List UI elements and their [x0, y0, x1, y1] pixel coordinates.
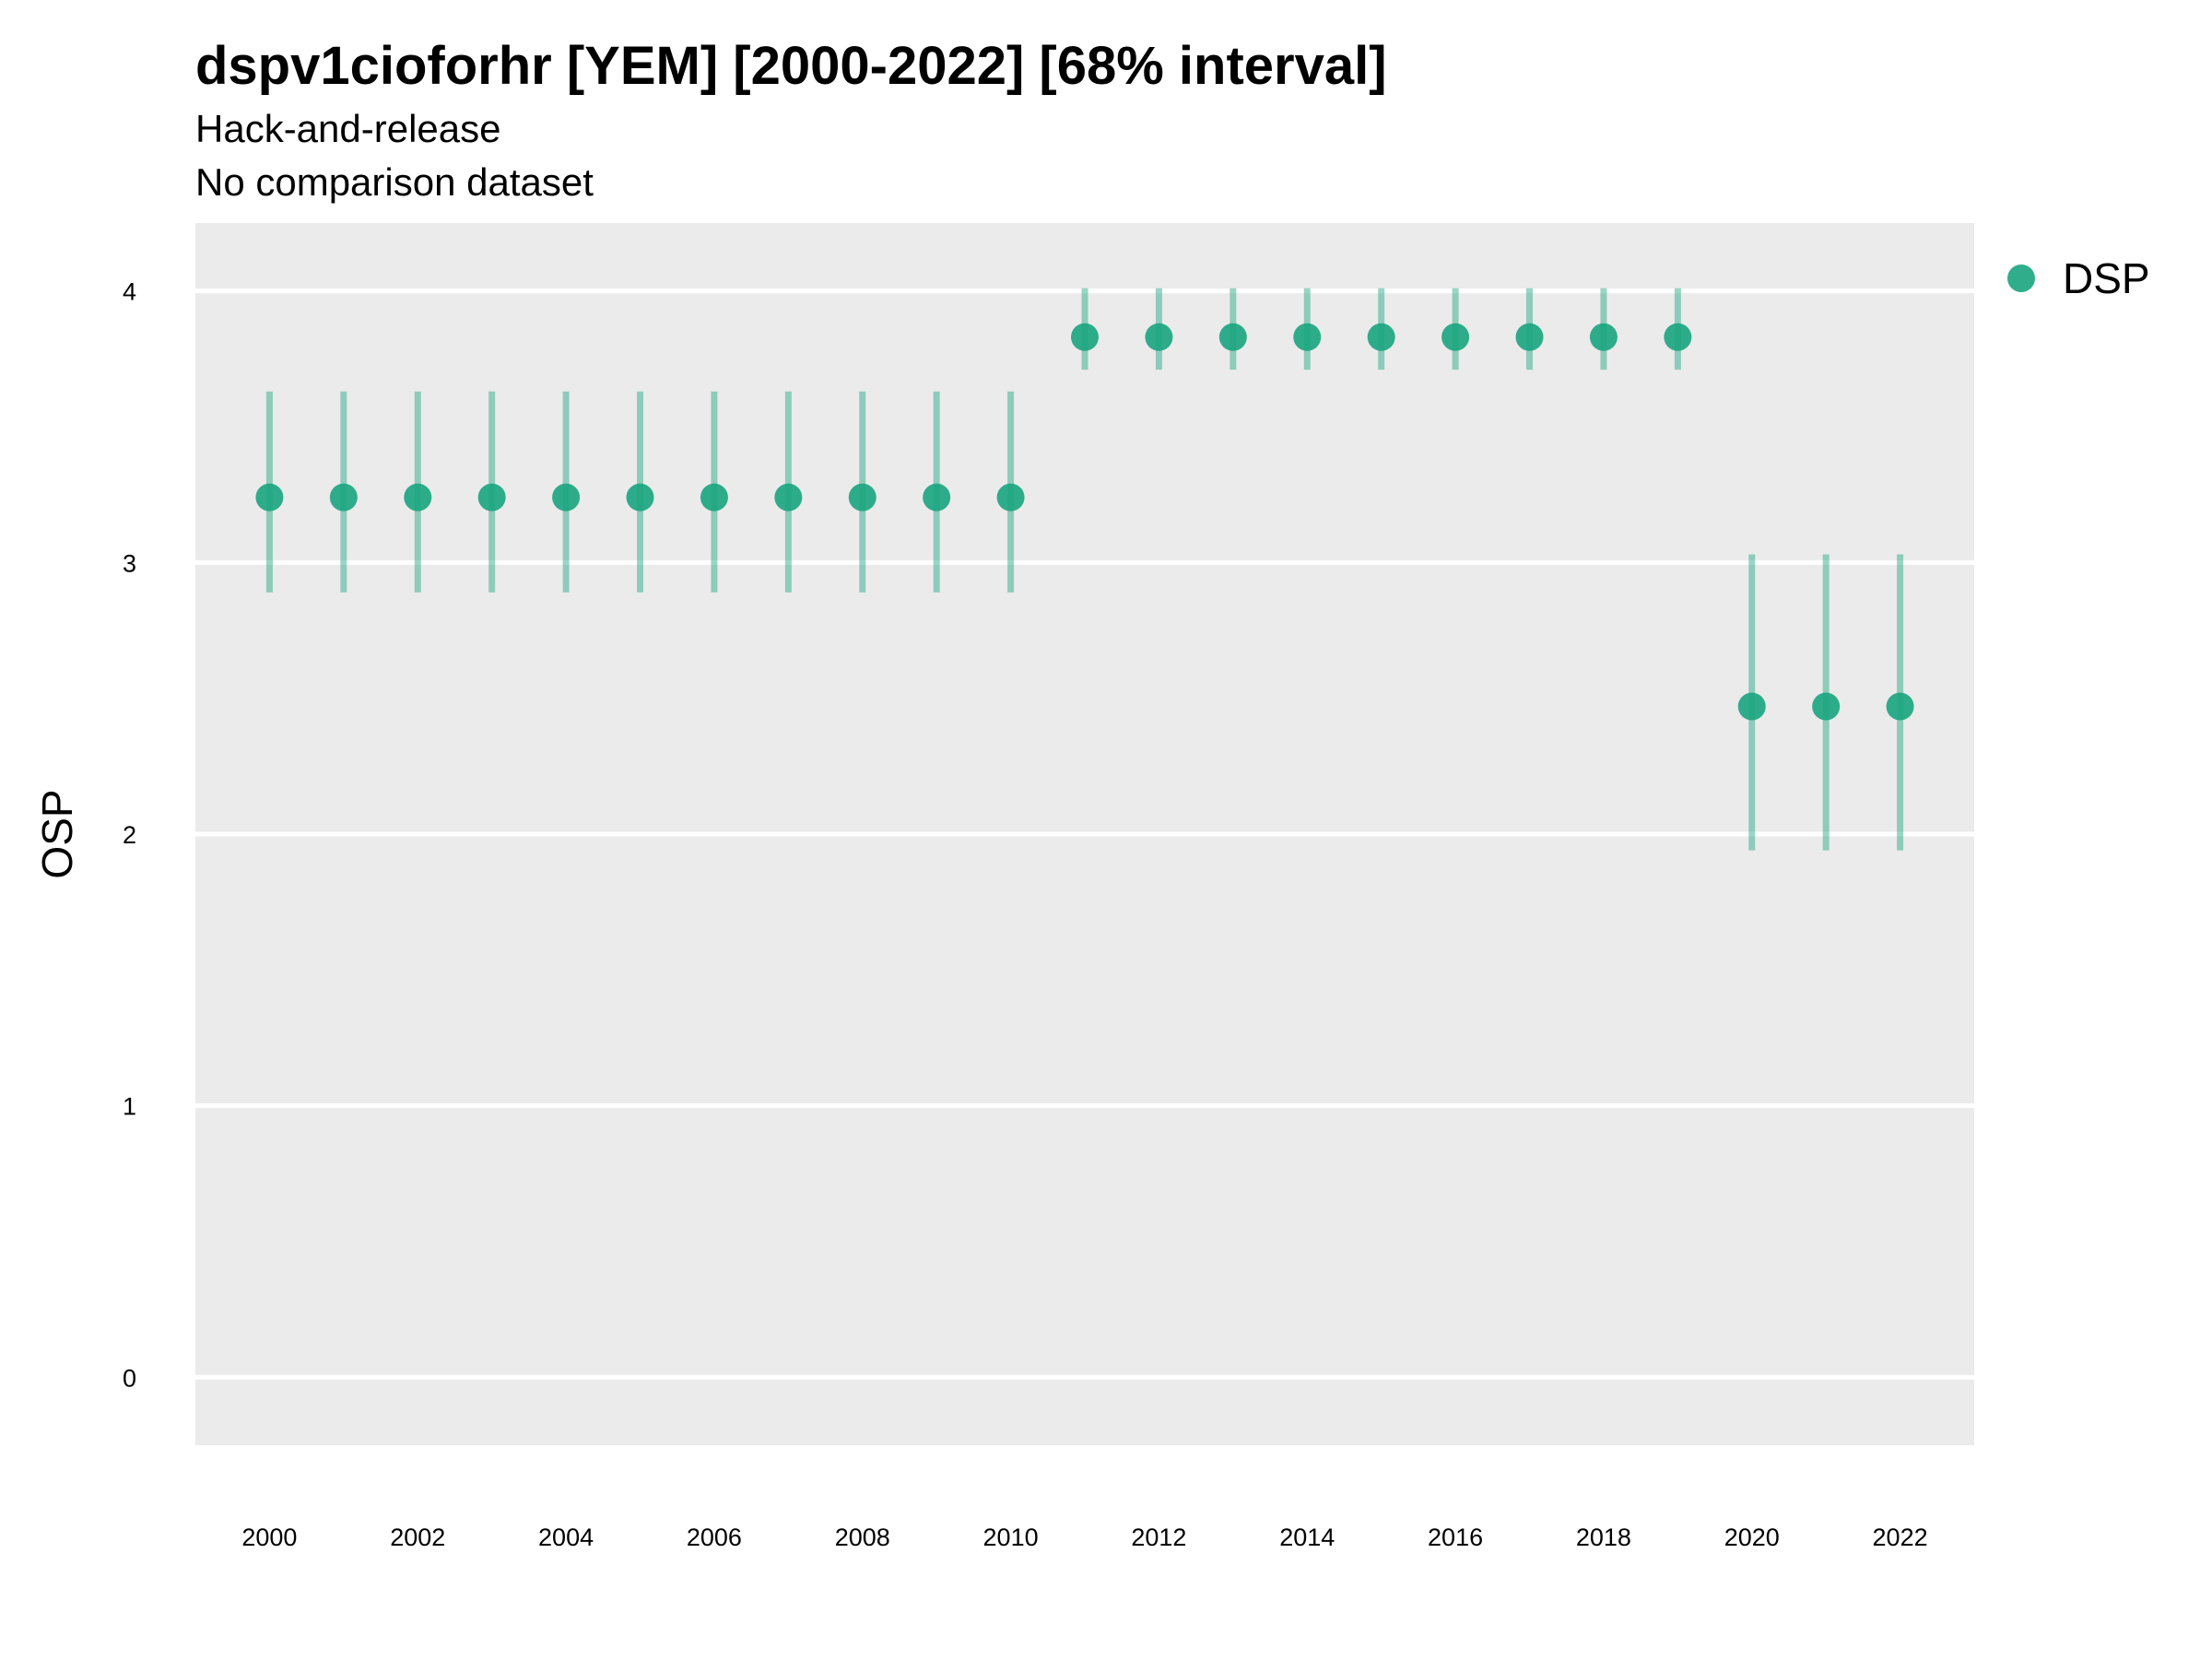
x-tick-label-2008: 2008: [835, 1524, 890, 1551]
chart-subtitle-method: Hack-and-release: [195, 107, 501, 150]
data-point-2007: [774, 483, 803, 512]
data-point-2018: [1589, 323, 1618, 351]
x-tick-label-2002: 2002: [390, 1524, 445, 1551]
y-tick-label-2: 2: [123, 821, 136, 849]
data-point-2016: [1441, 323, 1470, 351]
y-tick-label-0: 0: [123, 1364, 136, 1392]
data-point-2017: [1515, 323, 1544, 351]
chart-title: dspv1cioforhr [YEM] [2000-2022] [68% int…: [195, 36, 1387, 96]
x-tick-label-2018: 2018: [1576, 1524, 1631, 1551]
data-point-2000: [255, 483, 284, 512]
x-axis-ticks: 2000 2002 2004 2006 2008 2010 2012 2014 2016 2018…: [241, 1524, 1927, 1551]
data-point-2012: [1145, 323, 1173, 351]
legend-key-dsp: [2007, 265, 2035, 292]
x-tick-label-2006: 2006: [687, 1524, 742, 1551]
y-tick-label-1: 1: [123, 1093, 136, 1121]
y-tick-label-4: 4: [123, 278, 136, 306]
data-point-2008: [848, 483, 877, 512]
data-point-2009: [923, 483, 951, 512]
data-point-2006: [700, 483, 728, 512]
y-tick-label-3: 3: [123, 549, 136, 577]
data-point-2004: [552, 483, 581, 512]
data-point-2014: [1293, 323, 1322, 351]
x-tick-label-2016: 2016: [1428, 1524, 1483, 1551]
data-point-2010: [996, 483, 1025, 512]
x-tick-label-2020: 2020: [1724, 1524, 1780, 1551]
y-axis-ticks: 0 1 2 3 4: [123, 278, 136, 1393]
data-point-2021: [1812, 692, 1841, 721]
data-point-2001: [329, 483, 358, 512]
data-point-2022: [1886, 692, 1914, 721]
series-dsp: [255, 288, 1914, 851]
data-point-2002: [404, 483, 432, 512]
legend-label-dsp: DSP: [2063, 254, 2150, 302]
data-point-2013: [1218, 323, 1247, 351]
y-axis-title: OSP: [33, 789, 81, 878]
data-point-2005: [626, 483, 654, 512]
x-tick-label-2010: 2010: [983, 1524, 1039, 1551]
x-tick-label-2022: 2022: [1873, 1524, 1928, 1551]
grid-lines: [195, 288, 1974, 1380]
data-point-2020: [1737, 692, 1766, 721]
data-point-2003: [477, 483, 506, 512]
x-tick-label-2014: 2014: [1279, 1524, 1335, 1551]
x-tick-label-2012: 2012: [1131, 1524, 1186, 1551]
x-tick-label-2004: 2004: [538, 1524, 594, 1551]
data-point-2019: [1664, 323, 1692, 351]
data-point-2011: [1071, 323, 1099, 351]
legend: DSP: [2007, 254, 2150, 302]
chart-subtitle-comparison: No comparison dataset: [195, 160, 594, 204]
data-point-2015: [1367, 323, 1395, 351]
x-tick-label-2000: 2000: [241, 1524, 297, 1551]
